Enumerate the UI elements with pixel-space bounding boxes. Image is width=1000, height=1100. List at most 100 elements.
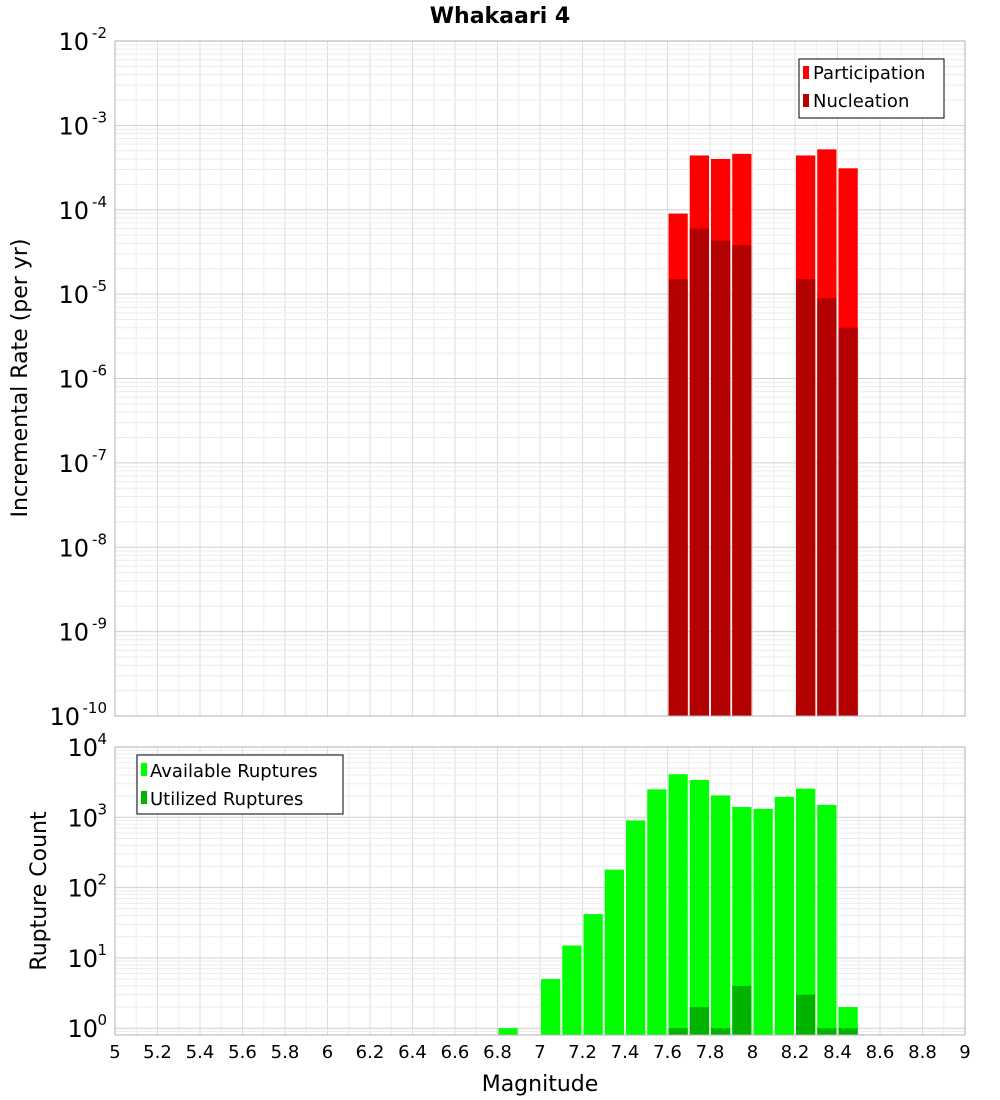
- bottom-plot-frame: [114, 746, 966, 1036]
- top-y-tick-label: 10: [58, 28, 89, 56]
- bottom-bar-available-ruptures: [583, 914, 603, 1035]
- x-tick-label: 5.6: [228, 1042, 257, 1063]
- legend-swatch-nucleation: [803, 94, 809, 107]
- top-y-tick-exponent: -5: [92, 277, 107, 295]
- x-tick-label: 5.4: [186, 1042, 215, 1063]
- bottom-bar-available-ruptures: [668, 774, 688, 1035]
- x-tick-label: 8.2: [781, 1042, 810, 1063]
- x-tick-label: 5.8: [271, 1042, 300, 1063]
- bottom-bar-available-ruptures: [498, 1028, 518, 1035]
- legend-swatch-utilized: [141, 791, 147, 804]
- x-tick-label: 8: [747, 1042, 758, 1063]
- top-y-tick-exponent: -9: [92, 615, 107, 633]
- bottom-bar-utilized-ruptures: [838, 1028, 858, 1035]
- bottom-bar-utilized-ruptures: [668, 1028, 688, 1035]
- top-y-axis-label: Incremental Rate (per yr): [8, 239, 33, 518]
- x-tick-label: 5.2: [143, 1042, 172, 1063]
- bottom-bar-available-ruptures: [817, 804, 837, 1035]
- legend-swatch-participation: [803, 66, 809, 79]
- bottom-bar-available-ruptures: [604, 869, 624, 1035]
- x-tick-label: 8.6: [866, 1042, 895, 1063]
- bottom-bar-available-ruptures: [796, 788, 816, 1035]
- bottom-y-axis-label: Rupture Count: [27, 811, 52, 971]
- x-tick-label: 6.4: [398, 1042, 427, 1063]
- bottom-y-tick-exponent: 4: [97, 730, 107, 748]
- x-tick-label: 7.2: [568, 1042, 597, 1063]
- top-y-tick-exponent: -3: [92, 108, 107, 126]
- x-tick-label: 8.4: [823, 1042, 852, 1063]
- legend-label-utilized: Utilized Ruptures: [150, 789, 303, 810]
- x-tick-label: 6.6: [441, 1042, 470, 1063]
- bottom-bar-utilized-ruptures: [796, 994, 816, 1035]
- top-y-tick-exponent: -10: [83, 699, 108, 717]
- bottom-y-tick-exponent: 3: [97, 800, 107, 818]
- bottom-y-tick-label: 10: [67, 1015, 98, 1043]
- bottom-bar-available-ruptures: [541, 979, 561, 1035]
- bottom-y-tick-exponent: 1: [97, 941, 107, 959]
- chart-title: Whakaari 4: [430, 4, 570, 29]
- top-y-tick-label: 10: [58, 197, 89, 225]
- bottom-y-tick-label: 10: [67, 875, 98, 903]
- top-y-tick-exponent: -4: [92, 193, 107, 211]
- bottom-bar-available-ruptures: [838, 1007, 858, 1035]
- legend-label-nucleation: Nucleation: [813, 91, 909, 112]
- top-bar-nucleation: [689, 228, 709, 716]
- x-tick-label: 6.2: [356, 1042, 385, 1063]
- top-y-tick-label: 10: [58, 281, 89, 309]
- top-y-tick-label: 10: [49, 703, 80, 731]
- x-tick-label: 7.6: [653, 1042, 682, 1063]
- x-tick-label: 6.8: [483, 1042, 512, 1063]
- legend-swatch-available: [141, 763, 147, 776]
- top-y-tick-exponent: -7: [92, 446, 107, 464]
- bottom-bar-available-ruptures: [711, 795, 731, 1035]
- top-plot-frame: [114, 40, 966, 717]
- x-tick-label: 8.8: [908, 1042, 937, 1063]
- top-y-tick-label: 10: [58, 534, 89, 562]
- bottom-y-tick-label: 10: [67, 945, 98, 973]
- bottom-bar-available-ruptures: [732, 807, 752, 1035]
- top-y-tick-label: 10: [58, 366, 89, 394]
- bottom-bar-available-ruptures: [753, 808, 773, 1035]
- x-tick-label: 5: [109, 1042, 120, 1063]
- top-bar-nucleation: [838, 327, 858, 716]
- bottom-y-tick-label: 10: [67, 804, 98, 832]
- top-bar-nucleation: [817, 297, 837, 716]
- bottom-bar-available-ruptures: [774, 796, 794, 1035]
- bottom-y-tick-exponent: 0: [97, 1011, 107, 1029]
- x-tick-label: 6: [322, 1042, 333, 1063]
- bottom-legend-box: [136, 754, 344, 815]
- bottom-y-tick-exponent: 2: [97, 871, 107, 889]
- bottom-bar-available-ruptures: [562, 945, 582, 1035]
- top-y-tick-exponent: -2: [92, 24, 107, 42]
- top-bar-nucleation: [732, 245, 752, 717]
- x-tick-label: 7: [534, 1042, 545, 1063]
- top-bar-nucleation: [711, 240, 731, 717]
- bottom-y-tick-label: 10: [67, 734, 98, 762]
- x-tick-label: 9: [959, 1042, 970, 1063]
- top-y-tick-exponent: -8: [92, 530, 107, 548]
- top-bar-nucleation: [796, 279, 816, 716]
- top-legend: Participation Nucleation: [798, 58, 945, 119]
- top-y-tick-label: 10: [58, 619, 89, 647]
- bottom-bar-available-ruptures: [626, 820, 646, 1035]
- top-legend-box: [798, 58, 945, 119]
- top-y-tick-label: 10: [58, 450, 89, 478]
- top-y-tick-exponent: -6: [92, 362, 107, 380]
- top-y-tick-label: 10: [58, 112, 89, 140]
- x-tick-label: 7.8: [696, 1042, 725, 1063]
- bottom-legend: Available Ruptures Utilized Ruptures: [136, 754, 344, 815]
- bottom-bar-utilized-ruptures: [711, 1028, 731, 1035]
- bottom-bar-available-ruptures: [647, 789, 667, 1035]
- bottom-bar-available-ruptures: [689, 779, 709, 1035]
- x-axis-label: Magnitude: [482, 1072, 599, 1097]
- legend-label-available: Available Ruptures: [150, 761, 318, 782]
- x-tick-label: 7.4: [611, 1042, 640, 1063]
- top-bar-nucleation: [668, 279, 688, 716]
- bottom-bar-utilized-ruptures: [689, 1007, 709, 1035]
- legend-label-participation: Participation: [813, 63, 925, 84]
- bottom-bar-utilized-ruptures: [732, 985, 752, 1035]
- bottom-bar-utilized-ruptures: [817, 1028, 837, 1035]
